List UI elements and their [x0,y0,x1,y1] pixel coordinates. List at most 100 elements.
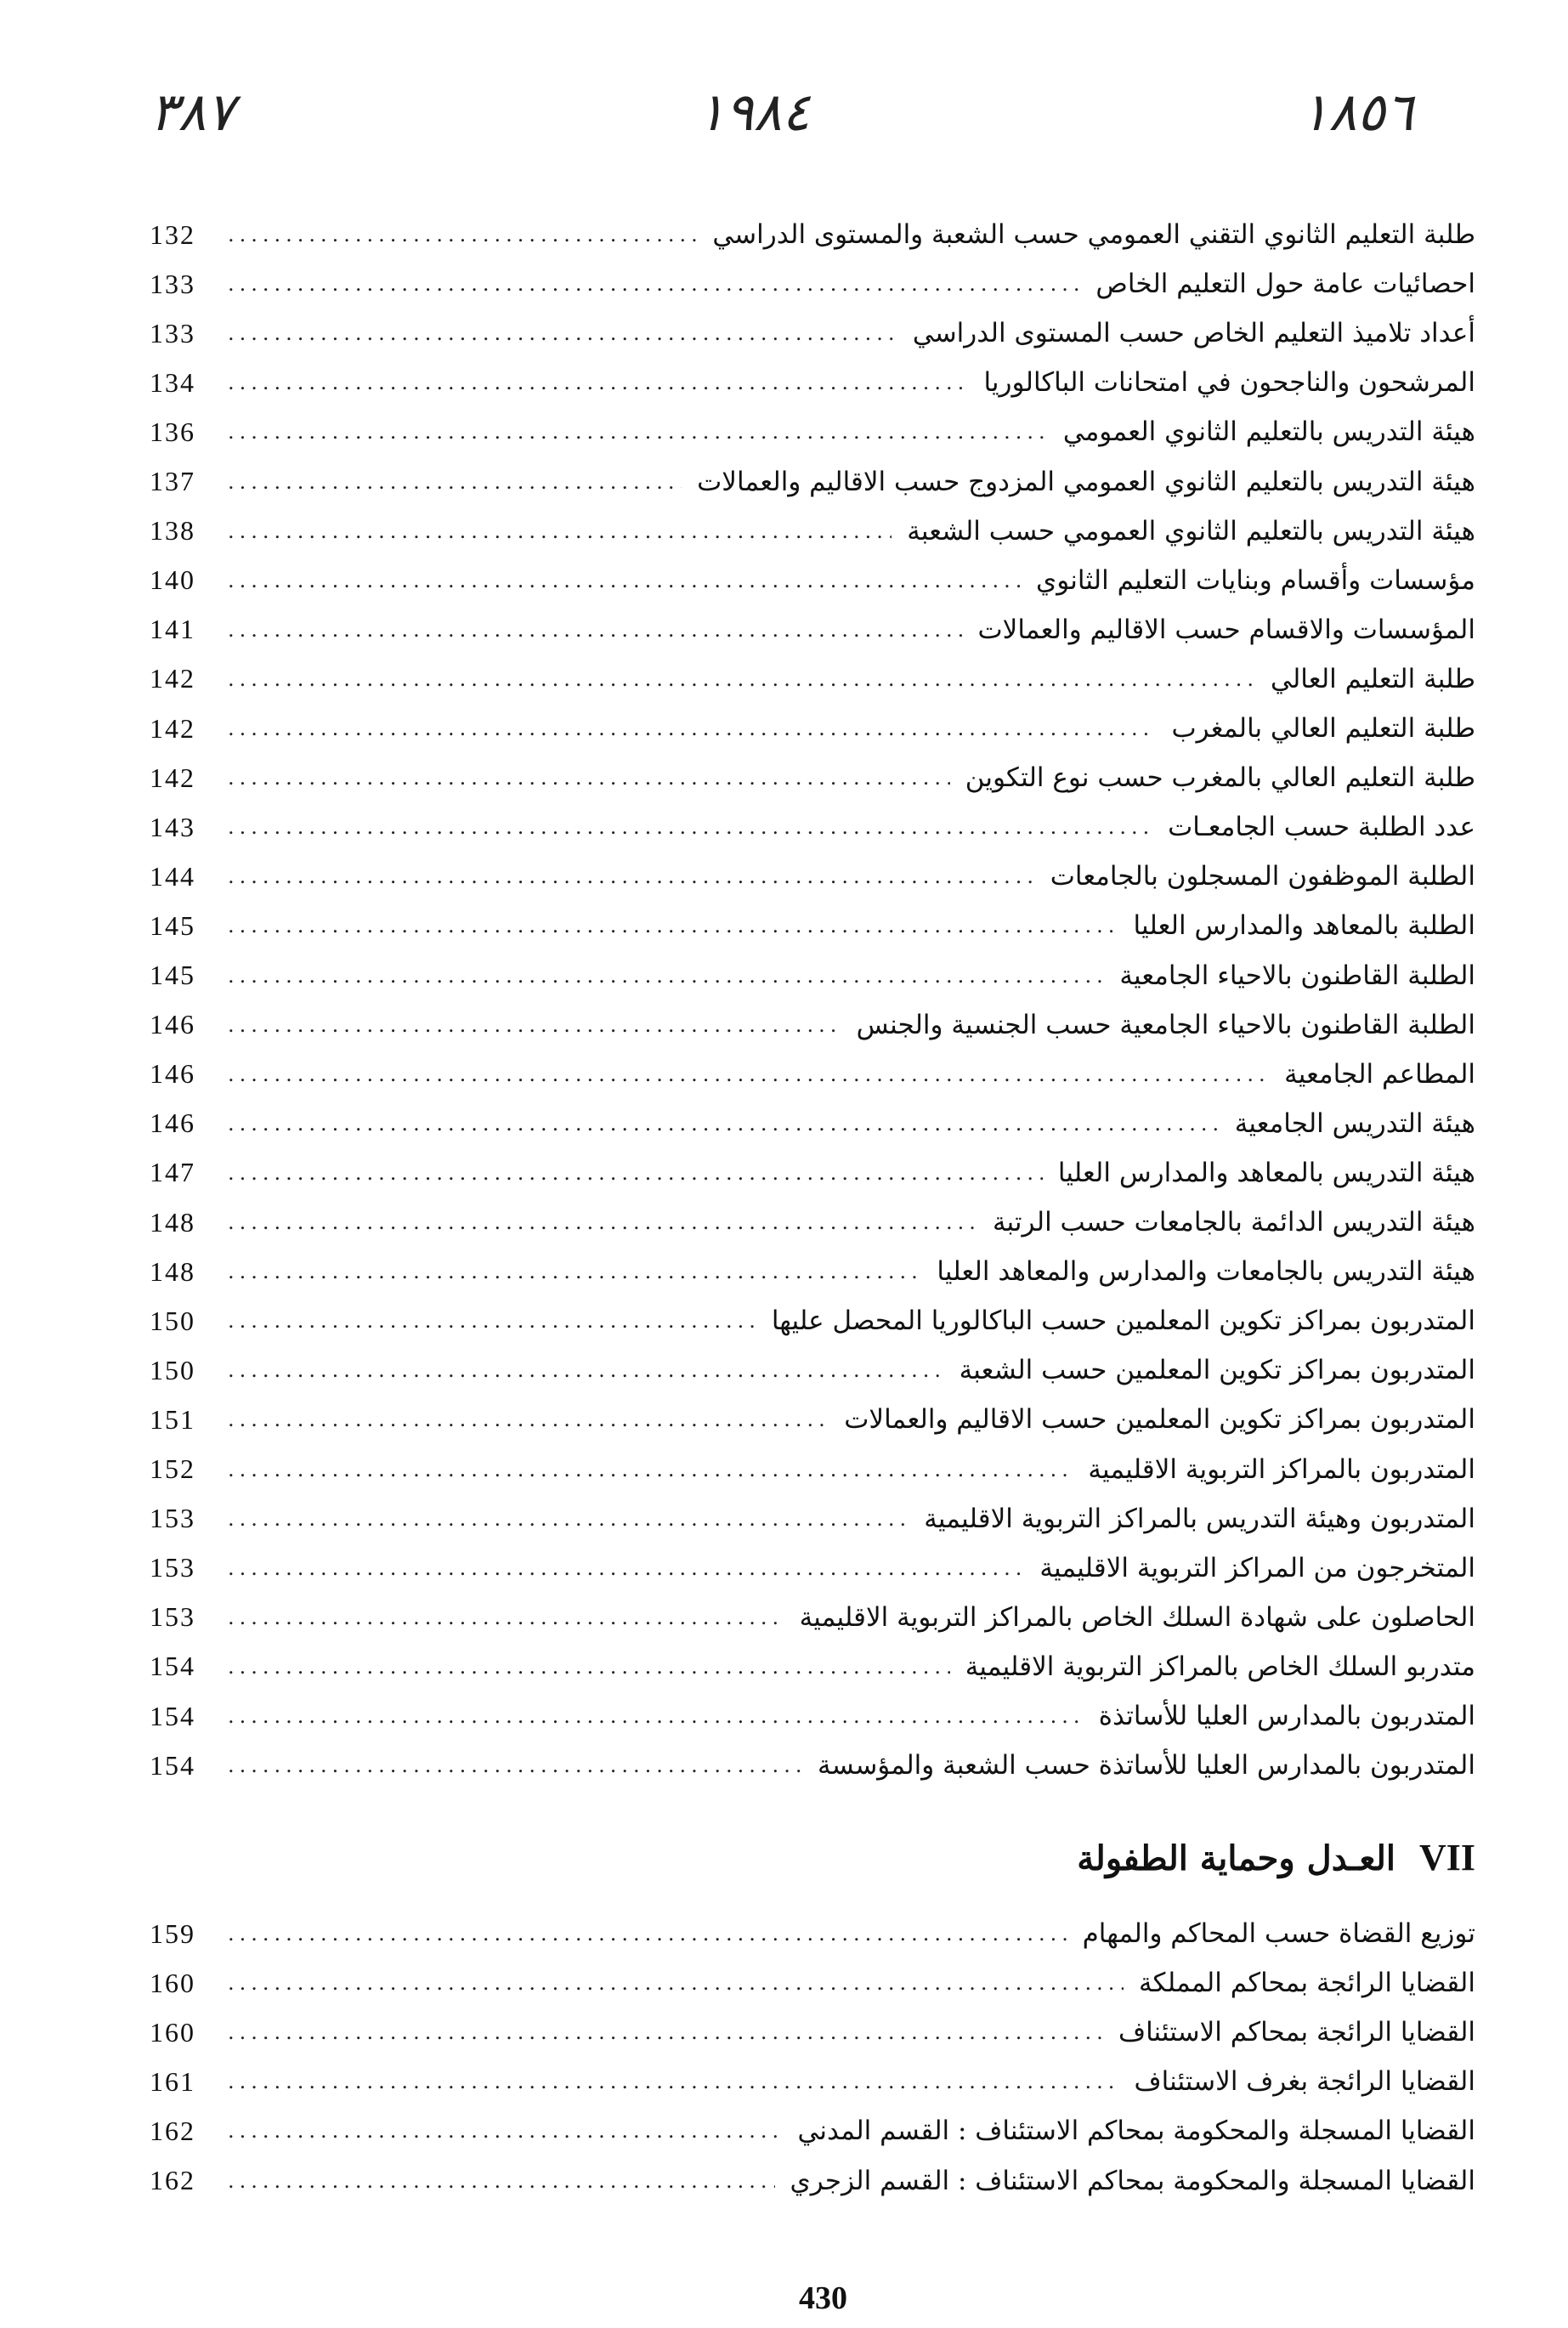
toc-entry: القضايا الرائجة بمحاكم المملكة..........… [150,1958,1475,2008]
entry-page: 148 [150,1206,195,1238]
entry-title: القضايا المسجلة والمحكومة بمحاكم الاستئن… [790,2165,1475,2196]
entry-title: المتدربون بمراكز تكوين المعلمين حسب الشع… [959,1355,1475,1386]
toc-entry: هيئة التدريس بالتعليم الثانوي العمومي حس… [150,507,1475,556]
toc-entry: المرشحون والناجحون في امتحانات الباكالور… [150,358,1475,407]
dot-leader: ........................................… [228,815,1152,840]
entry-page: 140 [150,564,195,596]
entry-title: المؤسسات والاقسام حسب الاقاليم والعمالات [977,614,1475,645]
entry-page: 150 [150,1305,195,1336]
dot-leader: ........................................… [228,1704,1084,1728]
toc-entry: المتدربون بالمدارس العليا للأساتذة......… [150,1691,1475,1741]
toc-entry: القضايا الرائجة بمحاكم الاستئناف........… [150,2008,1475,2057]
toc-entry: متدربو السلك الخاص بالمراكز التربوية الا… [150,1642,1475,1691]
entry-page: 159 [150,1917,195,1949]
entry-title: المتدربون بمراكز تكوين المعلمين حسب البا… [771,1306,1475,1337]
dot-leader: ........................................… [228,717,1156,740]
toc-entry: احصائيات عامة حول التعليم الخاص.........… [150,259,1475,309]
dot-leader: ........................................… [228,914,1118,938]
entry-title: هيئة التدريس بالتعليم الثانوي العمومي ال… [697,466,1475,497]
entry-title: هيئة التدريس الجامعية [1234,1107,1475,1139]
section-title: العـدل وحماية الطفولة [1077,1838,1396,1878]
dot-leader: ........................................… [228,1971,1124,1996]
entry-title: أعداد تلاميذ التعليم الخاص حسب المستوى ا… [912,318,1475,349]
toc-entry: طلبة التعليم العالي بالمغرب حسب نوع التك… [150,753,1475,802]
entry-title: الحاصلون على شهادة السلك الخاص بالمراكز … [799,1601,1475,1633]
dot-leader: ........................................… [228,1408,829,1432]
dot-leader: ........................................… [228,420,1048,445]
toc-entry: هيئة التدريس بالجامعات والمدارس والمعاهد… [150,1247,1475,1296]
entry-page: 162 [150,2115,195,2146]
toc-entry: مؤسسات وأقسام وبنايات التعليم الثانوي...… [150,556,1475,605]
toc-entry: المؤسسات والاقسام حسب الاقاليم والعمالات… [150,605,1475,654]
entry-title: احصائيات عامة حول التعليم الخاص [1095,269,1475,300]
dot-leader: ........................................… [228,2119,783,2144]
dot-leader: ........................................… [228,1111,1220,1136]
toc-entry: المتدربون وهيئة التدريس بالمراكز التربوي… [150,1494,1475,1544]
handwritten-note-right: ١٨٥٦ [1300,81,1414,143]
entry-page: 142 [150,663,195,694]
toc-entry: هيئة التدريس الجامعية...................… [150,1099,1475,1148]
dot-leader: ........................................… [228,2168,775,2193]
entry-title: متدربو السلك الخاص بالمراكز التربوية الا… [965,1651,1475,1682]
dot-leader: ........................................… [228,1753,803,1778]
entry-title: عدد الطلبة حسب الجامعـات [1168,812,1475,843]
entry-page: 154 [150,1651,195,1682]
toc-entry: المتدربون بالمدارس العليا للأساتذة حسب ا… [150,1741,1475,1790]
toc-entry: القضايا المسجلة والمحكومة بمحاكم الاستئن… [150,2106,1475,2155]
entry-page: 145 [150,960,195,990]
entry-page: 133 [150,317,195,348]
entry-page: 160 [150,1967,195,1998]
entry-page: 160 [150,2016,195,2048]
entry-page: 138 [150,515,195,547]
dot-leader: ........................................… [228,963,1104,988]
toc-entry: طلبة التعليم العالي.....................… [150,654,1475,704]
dot-leader: ........................................… [228,371,969,395]
dot-leader: ........................................… [228,1210,977,1234]
toc-entry: هيئة التدريس بالتعليم الثانوي العمومي...… [150,407,1475,456]
toc-entry: المطاعم الجامعية........................… [150,1050,1475,1099]
dot-leader: ........................................… [228,864,1035,889]
toc-entry: القضايا الرائجة بغرف الاستئناف..........… [150,2057,1475,2106]
entry-page: 153 [150,1552,195,1583]
section-heading: VII العـدل وحماية الطفولة [1077,1836,1475,1879]
entry-page: 136 [150,416,195,447]
entry-title: المتخرجون من المراكز التربوية الاقليمية [1039,1552,1475,1583]
dot-leader: ........................................… [228,2020,1103,2045]
toc-entry: المتخرجون من المراكز التربوية الاقليمية.… [150,1544,1475,1593]
dot-leader: ........................................… [228,568,1021,592]
entry-title: المطاعم الجامعية [1284,1058,1475,1090]
dot-leader: ........................................… [228,1922,1067,1946]
toc-entry: المتدربون بمراكز تكوين المعلمين حسب الشع… [150,1345,1475,1395]
entry-title: هيئة التدريس الدائمة بالجامعات حسب الرتب… [992,1207,1475,1238]
dot-leader: ........................................… [228,1358,944,1383]
entry-title: القضايا الرائجة بغرف الاستئناف [1134,2066,1475,2098]
entry-title: المتدربون وهيئة التدريس بالمراكز التربوي… [924,1503,1475,1534]
dot-leader: ........................................… [228,1506,909,1531]
entry-title: مؤسسات وأقسام وبنايات التعليم الثانوي [1035,564,1475,596]
entry-page: 146 [150,1009,195,1040]
dot-leader: ........................................… [228,223,697,246]
dot-leader: ........................................… [228,2070,1119,2094]
dot-leader: ........................................… [228,617,962,642]
entry-title: الطلبة الموظفون المسجلون بالجامعات [1050,861,1475,892]
entry-title: القضايا المسجلة والمحكومة بمحاكم الاستئن… [797,2116,1475,2147]
entry-page: 137 [150,466,195,496]
section-number: VII [1418,1837,1475,1878]
entry-title: المرشحون والناجحون في امتحانات الباكالور… [983,367,1475,399]
handwritten-note-middle: ١٩٨٤ [697,81,811,143]
entry-title: القضايا الرائجة بمحاكم المملكة [1138,1968,1475,1999]
toc-entry: المتدربون بمراكز تكوين المعلمين حسب البا… [150,1296,1475,1345]
dot-leader: ........................................… [228,1062,1270,1086]
dot-leader: ........................................… [228,1654,950,1679]
entry-page: 154 [150,1700,195,1731]
entry-title: الطلبة القاطنون بالاحياء الجامعية حسب ال… [856,1009,1475,1040]
toc-entry: الطلبة القاطنون بالاحياء الجامعية حسب ال… [150,1000,1475,1050]
entry-page: 161 [150,2065,195,2097]
entry-page: 141 [150,614,195,645]
toc-entry: أعداد تلاميذ التعليم الخاص حسب المستوى ا… [150,309,1475,358]
entry-title: المتدربون بمراكز تكوين المعلمين حسب الاق… [844,1404,1475,1436]
entry-page: 133 [150,268,195,299]
toc-entry: الطلبة القاطنون بالاحياء الجامعية.......… [150,951,1475,1000]
entry-page: 146 [150,1107,195,1139]
toc-entry: عدد الطلبة حسب الجامعـات................… [150,802,1475,852]
